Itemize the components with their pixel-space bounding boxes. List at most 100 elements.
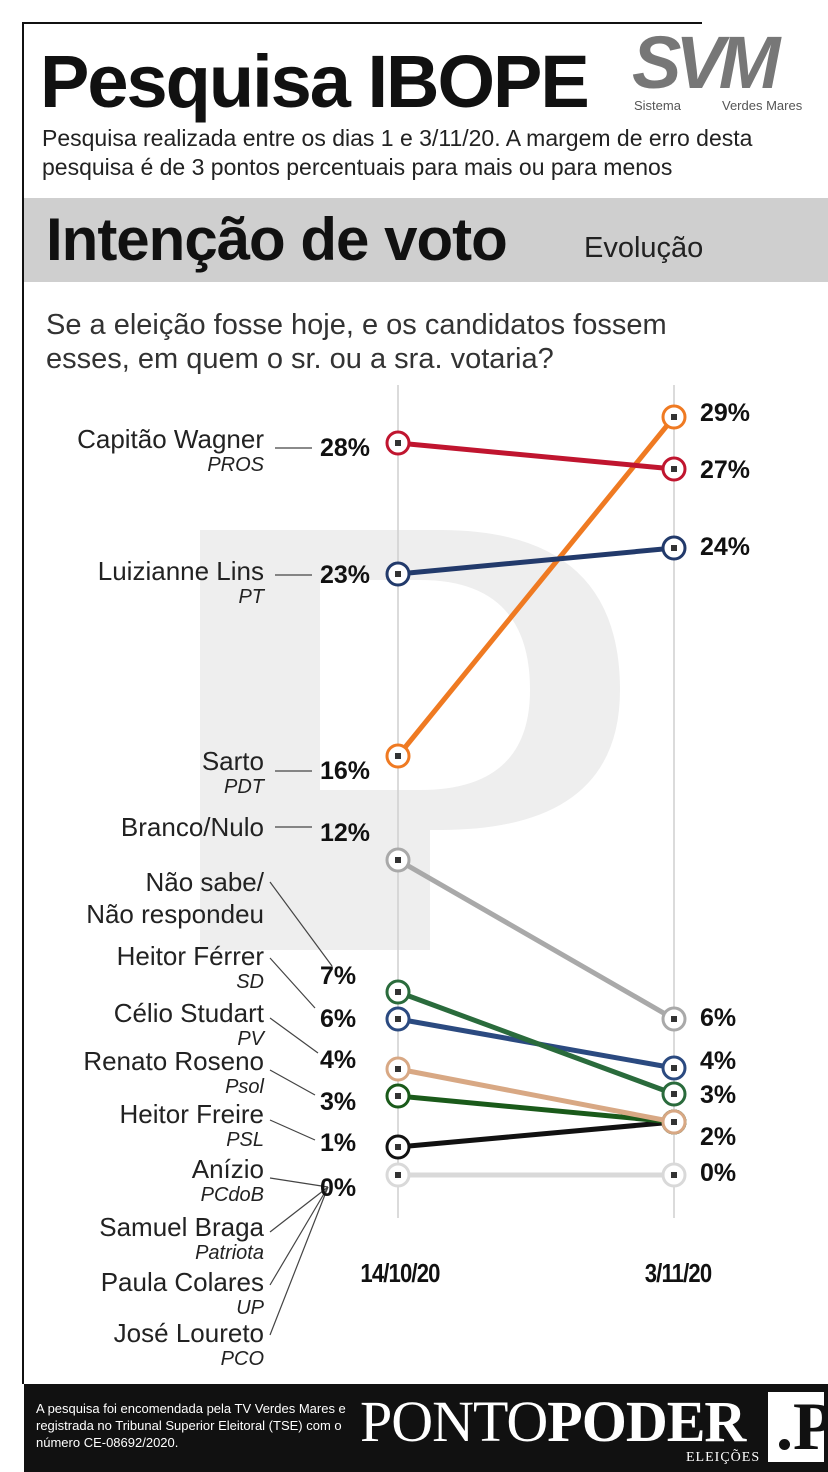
value-label-left-1: 28% (320, 434, 371, 462)
footer: A pesquisa foi encomendada pela TV Verde… (24, 1384, 828, 1472)
pontopoder-logo: PONTOPODER (360, 1389, 746, 1454)
candidate-name-jose-loureto: José Loureto (113, 1318, 264, 1348)
candidate-party-paula-colares: UP (236, 1297, 264, 1319)
candidate-party-anizio: PCdoB (200, 1184, 264, 1206)
data-point-dot-luizianne-lins-2 (671, 545, 677, 551)
brand-p-glyph: .P (776, 1388, 828, 1464)
candidate-name-heitor-freire: Heitor Freire (119, 1099, 264, 1129)
candidate-name-celio-studart: Célio Studart (113, 998, 264, 1028)
data-point-dot-zero-candidates-1 (395, 1172, 401, 1178)
frame-top-rule (22, 22, 702, 24)
brand-subtitle: ELEIÇÕES (686, 1450, 761, 1465)
leader-line-8 (269, 1069, 316, 1096)
page-title: Pesquisa IBOPE (40, 40, 590, 123)
leader-line-7 (269, 1017, 319, 1054)
value-label-left-8: 3% (320, 1088, 357, 1116)
value-label-right-2: 27% (700, 456, 751, 484)
data-point-dot-renato-roseno-1 (395, 1093, 401, 1099)
series-line-capitao-wagner (395, 440, 677, 472)
brand-p-icon: .P (768, 1388, 828, 1464)
leader-line-12 (269, 1186, 329, 1286)
value-label-right-1: 29% (700, 399, 751, 427)
candidate-name-paula-colares: Paula Colares (100, 1267, 264, 1297)
candidate-name-luizianne-lins: Luizianne Lins (97, 556, 264, 586)
data-point-dot-heitor-freire-1 (395, 1144, 401, 1150)
value-label-right-3: 24% (700, 533, 751, 561)
svm-logo: SVM Sistema Verdes Mares (630, 22, 820, 114)
survey-question: Se a eleição fosse hoje, e os candidatos… (46, 309, 667, 375)
series-line-renato-roseno (395, 1093, 677, 1125)
candidate-name-anizio: Anízio (191, 1154, 264, 1184)
value-label-left-6: 6% (320, 1005, 357, 1033)
candidate-name-nao-sabe-nao-respondeu: Não sabe/Não respondeu (86, 866, 264, 930)
data-point-dot-capitao-wagner-1 (395, 440, 401, 446)
series-line-luizianne-lins (395, 545, 677, 577)
value-label-right-6: 3% (700, 1081, 737, 1109)
value-label-right-5: 4% (700, 1047, 737, 1075)
candidate-name-line-2: Não respondeu (86, 899, 264, 929)
data-point-dot-luizianne-lins-1 (395, 571, 401, 577)
brand-light: PONTO (360, 1389, 548, 1454)
survey-note: Pesquisa realizada entre os dias 1 e 3/1… (42, 125, 753, 180)
data-point-dot-branco-nulo-2 (671, 1016, 677, 1022)
leader-line-11 (269, 1186, 329, 1233)
svm-logo-sub2: Verdes Mares (722, 98, 803, 113)
value-label-left-4: 12% (320, 819, 371, 847)
svm-logo-letters: SVM (632, 22, 782, 100)
series-line-nao-sabe-nao-respondeu (395, 989, 677, 1097)
footer-note: A pesquisa foi encomendada pela TV Verde… (36, 1401, 346, 1450)
candidate-party-heitor-ferrer: SD (236, 971, 264, 993)
candidate-name-heitor-ferrer: Heitor Férrer (116, 941, 264, 971)
candidate-party-celio-studart: PV (237, 1028, 264, 1050)
candidate-party-renato-roseno: Psol (225, 1076, 264, 1098)
section-title: Intenção de voto (46, 206, 508, 273)
candidate-name-renato-roseno: Renato Roseno (83, 1046, 264, 1076)
candidate-name-capitao-wagner: Capitão Wagner (77, 424, 264, 454)
value-label-left-3: 16% (320, 757, 371, 785)
value-label-left-5: 7% (320, 962, 357, 990)
series-line-branco-nulo (395, 857, 677, 1022)
leader-line-6 (269, 957, 316, 1009)
section-subtitle: Evolução (584, 232, 704, 264)
series-line-sarto (395, 414, 677, 759)
svm-logo-sub1: Sistema (634, 98, 681, 113)
value-label-left-9: 1% (320, 1129, 357, 1157)
data-point-dot-nao-sabe-nao-respondeu-1 (395, 989, 401, 995)
data-point-dot-celio-studart-2 (671, 1119, 677, 1125)
candidate-party-jose-loureto: PCO (220, 1348, 264, 1370)
candidate-party-sarto: PDT (224, 776, 264, 798)
candidate-name-sarto: Sarto (201, 746, 264, 776)
value-label-right-4: 6% (700, 1004, 737, 1032)
data-point-dot-heitor-ferrer-2 (671, 1065, 677, 1071)
brand-bold: PODER (547, 1389, 746, 1454)
frame-left-rule (22, 22, 24, 1384)
watermark-p-icon (200, 530, 620, 950)
candidate-name-line-1: Não sabe/ (145, 867, 264, 897)
data-point-dot-zero-candidates-2 (671, 1172, 677, 1178)
section-band: Intenção de voto Evolução (24, 198, 828, 282)
data-point-dot-sarto-1 (395, 753, 401, 759)
candidate-party-luizianne-lins: PT (238, 586, 264, 608)
x-tick-date-1: 14/10/20 (360, 1258, 440, 1288)
data-point-dot-nao-sabe-nao-respondeu-2 (671, 1091, 677, 1097)
value-label-left-2: 23% (320, 561, 371, 589)
value-label-left-10: 0% (320, 1174, 357, 1202)
svm-logo-mark: SVM (632, 22, 788, 100)
value-label-right-8: 0% (700, 1159, 737, 1187)
candidate-name-samuel-braga: Samuel Braga (99, 1212, 264, 1242)
data-point-dot-capitao-wagner-2 (671, 466, 677, 472)
leader-line-5 (269, 881, 333, 967)
x-tick-date-2: 3/11/20 (644, 1258, 712, 1288)
leader-line-9 (269, 1119, 316, 1141)
line-chart (269, 385, 687, 1336)
candidate-name-branco-nulo: Branco/Nulo (120, 812, 264, 842)
data-point-dot-sarto-2 (671, 414, 677, 420)
data-point-dot-celio-studart-1 (395, 1066, 401, 1072)
value-label-right-7: 2% (700, 1123, 737, 1151)
series-line-heitor-freire (395, 1119, 677, 1150)
leader-line-10 (269, 1177, 329, 1188)
value-label-left-7: 4% (320, 1046, 357, 1074)
series-line-celio-studart (395, 1066, 677, 1125)
data-point-dot-heitor-ferrer-1 (395, 1016, 401, 1022)
